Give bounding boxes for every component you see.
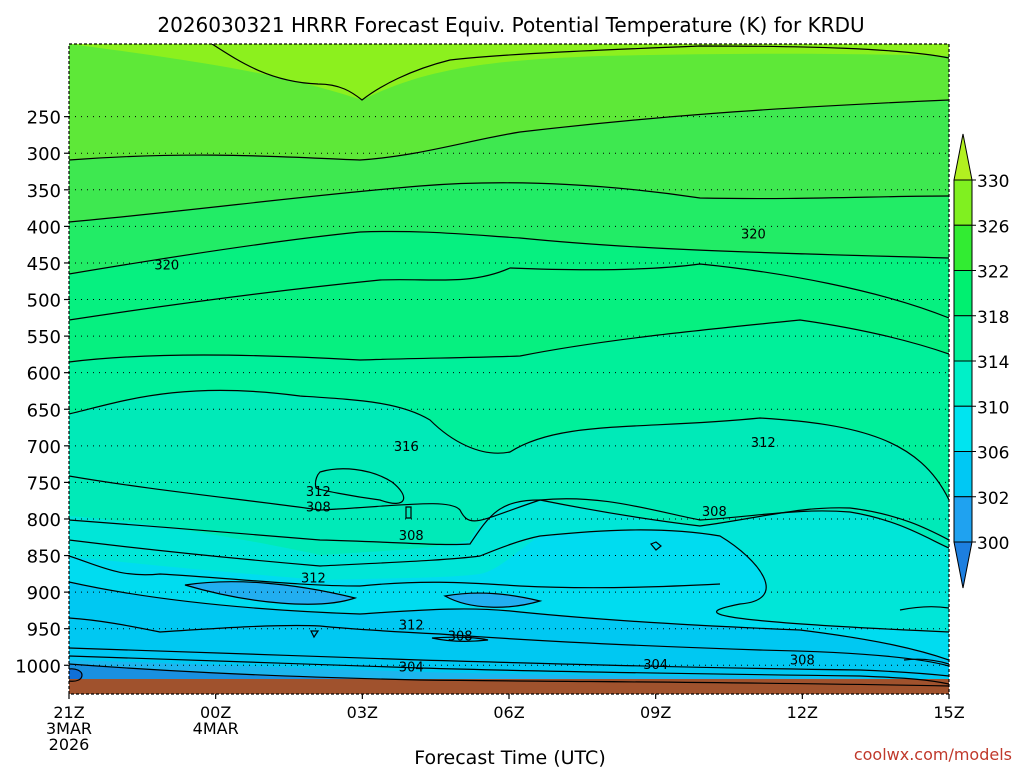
colorbar-label: 310 (977, 398, 1009, 418)
y-tick-label: 250 (27, 108, 61, 129)
contour-line (69, 389, 949, 501)
contour-line (69, 182, 949, 223)
x-tick-label: 21Z (53, 703, 84, 722)
colorbar-swatch (953, 270, 973, 317)
contour-line (69, 230, 949, 275)
colorbar-swatch (953, 224, 973, 271)
x-tick-label: 3MAR (46, 719, 92, 738)
colorbar-label: 326 (977, 217, 1009, 237)
contour-fill (69, 44, 949, 694)
contour-line (69, 555, 721, 589)
contour-line (899, 606, 949, 611)
pocket-308-800 (185, 581, 355, 605)
contour-line (431, 636, 489, 642)
contour-line (184, 581, 358, 605)
x-tick-label: 09Z (640, 703, 671, 722)
contour-line (69, 668, 83, 682)
colorbar: 330 326 322 318 314 310 306 302 300 (953, 133, 1009, 589)
colorbar-label: 300 (977, 534, 1009, 554)
x-tick-label: 03Z (347, 703, 378, 722)
colorbar-label: 318 (977, 308, 1009, 328)
colorbar-swatch (953, 451, 973, 498)
contour-line (69, 617, 949, 667)
contour-line (69, 655, 949, 685)
credit-text: coolwx.com/models (854, 745, 1012, 764)
contour-label: 308 (702, 505, 727, 520)
contour-label: 304 (399, 661, 424, 676)
contour-label: 320 (154, 258, 179, 273)
y-tick-label: 1000 (15, 656, 61, 677)
contour-label: 308 (306, 501, 331, 516)
plot-frame (68, 43, 950, 695)
y-tick-label: 750 (27, 473, 61, 494)
y-tick-label: 700 (27, 437, 61, 458)
x-tick-label: 12Z (787, 703, 818, 722)
contour-line (903, 658, 949, 665)
contour-label: 308 (790, 653, 815, 668)
colorbar-label: 302 (977, 489, 1009, 509)
y-tick-label: 950 (27, 620, 61, 641)
colorbar-label: 306 (977, 444, 1009, 464)
y-tick-label: 400 (27, 217, 61, 238)
y-tick-label: 600 (27, 364, 61, 385)
colorbar-label: 330 (977, 172, 1009, 192)
y-axis: 250 300 350 400 450 500 550 600 650 700 750 800 850 9… (15, 108, 69, 677)
contour-label: 312 (301, 571, 326, 586)
x-tick-label: 2026 (49, 735, 90, 754)
contour-label: 312 (399, 618, 424, 633)
colorbar-swatch (953, 405, 973, 452)
contour-line (69, 529, 949, 633)
y-tick-label: 900 (27, 583, 61, 604)
colorbar-swatch (953, 315, 973, 362)
x-tick-label: 00Z (200, 703, 231, 722)
x-tick-label: 06Z (493, 703, 524, 722)
x-axis-label: Forecast Time (UTC) (414, 747, 605, 768)
y-tick-label: 650 (27, 400, 61, 421)
colorbar-swatch (953, 179, 973, 226)
x-tick-label: 15Z (933, 703, 964, 722)
colorbar-arrow-bottom (953, 541, 973, 589)
contour-lines (69, 44, 949, 687)
contour-line (69, 647, 949, 677)
contour-label: 308 (448, 629, 473, 644)
colorbar-swatch (953, 496, 973, 543)
y-tick-label: 550 (27, 327, 61, 348)
contour-label: 312 (751, 436, 776, 451)
y-tick-label: 850 (27, 547, 61, 568)
contour-line (405, 506, 412, 519)
contour-line (69, 99, 949, 161)
pocket-302 (69, 668, 82, 682)
colorbar-label: 314 (977, 353, 1009, 373)
contour-line (69, 319, 949, 363)
y-tick-label: 300 (27, 144, 61, 165)
contour-line (211, 44, 949, 101)
colorbar-arrow-top (953, 133, 973, 181)
contour-line (310, 630, 320, 639)
colorbar-swatch (953, 360, 973, 407)
contour-label: 320 (741, 228, 766, 243)
contour-label: 308 (399, 529, 424, 544)
contour-label: 304 (643, 658, 668, 673)
chart-title: 2026030321 HRRR Forecast Equiv. Potentia… (157, 13, 864, 37)
colorbar-label: 322 (977, 263, 1009, 283)
contour-line (650, 541, 662, 551)
contour-line (69, 581, 949, 661)
x-tick-label: 4MAR (193, 719, 239, 738)
band-308 (69, 582, 949, 694)
contour-line (69, 499, 949, 546)
contour-line (69, 263, 949, 321)
contour-line (69, 663, 949, 687)
contour-label: 316 (394, 440, 419, 455)
y-tick-label: 350 (27, 181, 61, 202)
band-326 (69, 44, 949, 100)
contour-label: 312 (306, 485, 331, 500)
y-tick-label: 500 (27, 291, 61, 312)
contour-line (443, 592, 543, 608)
y-tick-label: 450 (27, 254, 61, 275)
y-tick-label: 800 (27, 510, 61, 531)
